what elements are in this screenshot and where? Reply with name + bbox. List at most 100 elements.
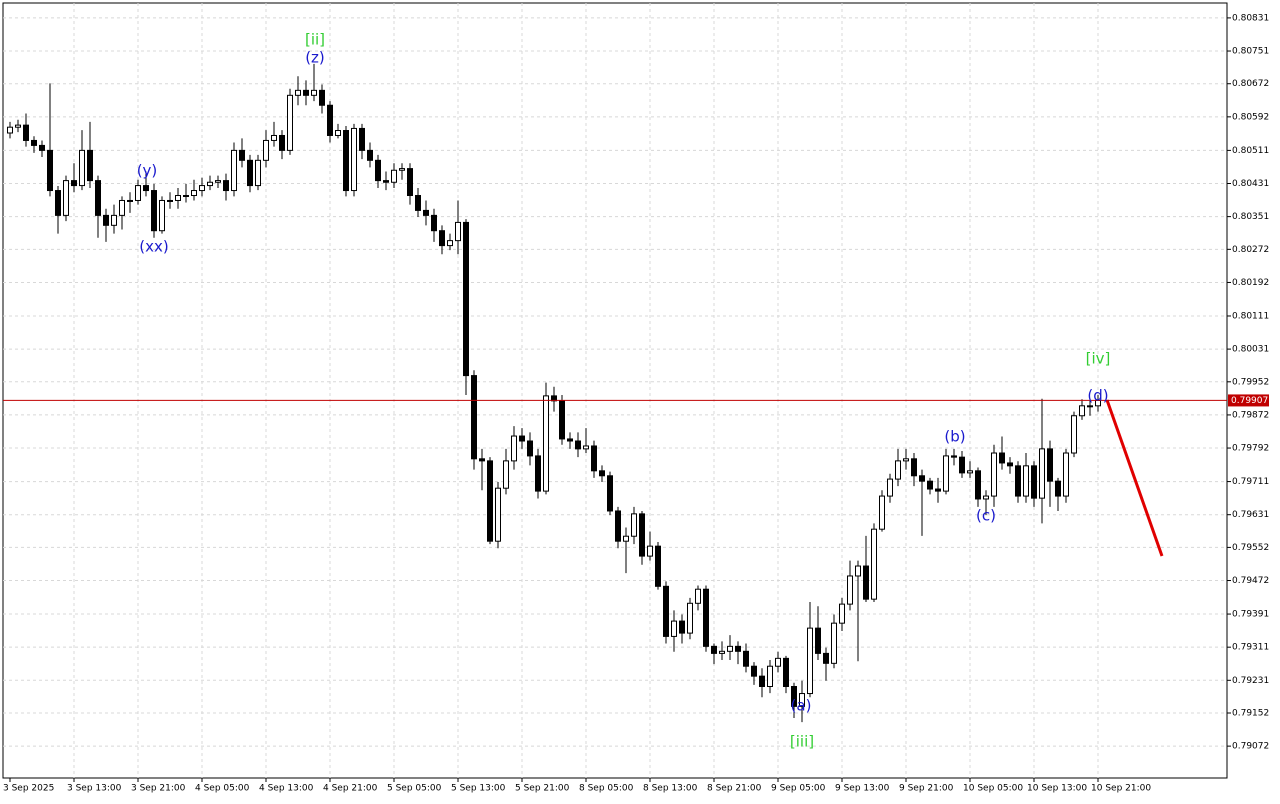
candle-body: [935, 488, 941, 492]
candle-body: [167, 199, 173, 202]
candle-body: [503, 460, 509, 489]
wave-label: (b): [944, 428, 965, 446]
candle-body: [519, 435, 525, 442]
y-tick-label: 0.80831: [1232, 13, 1269, 23]
candle-body: [39, 144, 45, 151]
candle-body: [783, 657, 789, 688]
candle-body: [695, 588, 701, 604]
candle-body: [1055, 480, 1061, 497]
candle-body: [807, 627, 813, 695]
candle-body: [975, 470, 981, 500]
candle-body: [703, 588, 709, 647]
y-tick-label: 0.80272: [1232, 245, 1269, 255]
wave-label: (d): [1087, 387, 1108, 405]
candle-body: [687, 602, 693, 634]
candle-body: [23, 124, 29, 141]
candle-body: [831, 622, 837, 664]
candle-body: [311, 89, 317, 96]
candle-body: [1047, 448, 1053, 482]
candle-body: [95, 180, 101, 216]
candle-body: [719, 650, 725, 654]
y-tick-label: 0.80351: [1232, 212, 1269, 222]
candle-body: [303, 89, 309, 96]
candle-body: [247, 159, 253, 187]
candle-body: [255, 159, 261, 187]
candle-body: [967, 470, 973, 474]
candle-body: [399, 168, 405, 171]
candle-body: [759, 675, 765, 688]
y-tick-label: 0.79792: [1232, 444, 1269, 454]
candle-body: [415, 195, 421, 211]
candle-body: [775, 657, 781, 667]
candle-body: [1087, 405, 1093, 408]
candle-body: [951, 455, 957, 458]
candle-body: [647, 545, 653, 557]
x-tick-label: 8 Sep 21:00: [707, 784, 762, 794]
y-tick-label: 0.79311: [1232, 643, 1269, 653]
candle-body: [639, 513, 645, 557]
candle-body: [79, 149, 85, 187]
candle-body: [111, 214, 117, 226]
y-tick-label: 0.79391: [1232, 610, 1269, 620]
x-tick-label: 5 Sep 21:00: [515, 784, 570, 794]
candle-body: [351, 127, 357, 192]
y-tick-label: 0.79231: [1232, 676, 1269, 686]
candle-body: [367, 149, 373, 161]
candle-body: [943, 455, 949, 492]
x-tick-label: 5 Sep 05:00: [387, 784, 442, 794]
candle-body: [959, 456, 965, 474]
x-tick-label: 9 Sep 05:00: [771, 784, 826, 794]
candle-body: [1079, 405, 1085, 417]
x-tick-label: 9 Sep 13:00: [835, 784, 890, 794]
y-tick-label: 0.79072: [1232, 742, 1269, 752]
candle-body: [1039, 448, 1045, 499]
candle-body: [567, 438, 573, 442]
candle-body: [1023, 465, 1029, 497]
candle-body: [871, 528, 877, 600]
candle-body: [1007, 462, 1013, 467]
x-tick-label: 10 Sep 21:00: [1091, 784, 1151, 794]
candle-body: [287, 94, 293, 151]
y-tick-label: 0.80192: [1232, 278, 1269, 288]
candle-body: [15, 124, 21, 128]
candle-body: [431, 214, 437, 232]
y-tick-label: 0.80751: [1232, 47, 1269, 57]
candle-body: [199, 185, 205, 192]
x-tick-label: 3 Sep 21:00: [131, 784, 186, 794]
candle-body: [919, 475, 925, 482]
candle-body: [623, 535, 629, 542]
candle-body: [239, 149, 245, 161]
candle-body: [55, 190, 61, 216]
candle-body: [543, 395, 549, 492]
x-tick-label: 4 Sep 13:00: [259, 784, 314, 794]
candle-body: [743, 650, 749, 667]
y-tick-label: 0.79152: [1232, 709, 1269, 719]
candle-body: [615, 510, 621, 542]
candle-body: [983, 495, 989, 500]
candle-body: [1031, 465, 1037, 499]
candle-body: [447, 240, 453, 247]
candle-body: [487, 460, 493, 542]
candle-body: [1063, 452, 1069, 497]
y-tick-label: 0.79952: [1232, 377, 1269, 387]
wave-label: (xx): [139, 238, 168, 256]
candle-body: [727, 645, 733, 652]
candle-body: [183, 195, 189, 198]
candle-body: [7, 126, 13, 134]
x-tick-label: 5 Sep 13:00: [451, 784, 506, 794]
candle-body: [735, 645, 741, 652]
y-tick-label: 0.79631: [1232, 510, 1269, 520]
candle-body: [439, 230, 445, 247]
candle-body: [671, 620, 677, 637]
candle-body: [823, 652, 829, 664]
candle-body: [855, 565, 861, 577]
candle-body: [143, 185, 149, 192]
candle-body: [231, 149, 237, 192]
candle-body: [847, 575, 853, 605]
candle-body: [815, 627, 821, 654]
x-tick-label: 8 Sep 05:00: [579, 784, 634, 794]
candle-body: [119, 199, 125, 216]
y-tick-label: 0.80592: [1232, 112, 1269, 122]
candle-body: [879, 495, 885, 530]
